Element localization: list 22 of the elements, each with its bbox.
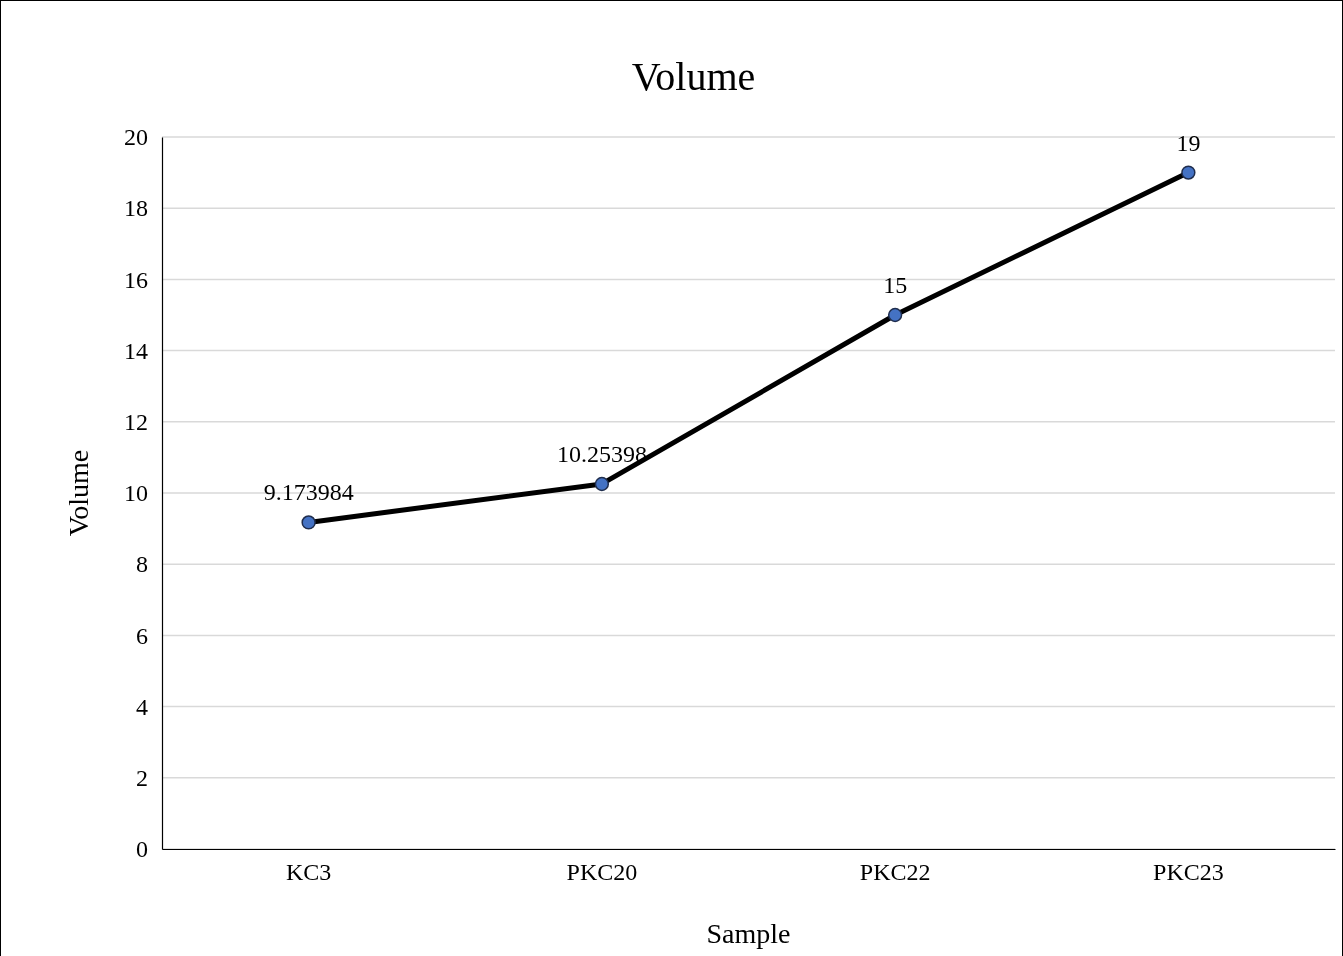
y-tick-label: 16 bbox=[124, 266, 148, 293]
y-tick-label: 14 bbox=[124, 337, 148, 364]
chart-title: Volume bbox=[631, 54, 756, 99]
x-tick-label: KC3 bbox=[285, 859, 332, 886]
data-label: 9.173984 bbox=[263, 479, 354, 506]
y-tick-label: 4 bbox=[136, 693, 148, 720]
y-tick-label: 10 bbox=[124, 480, 148, 507]
y-tick-label: 8 bbox=[136, 551, 148, 578]
y-tick-label: 18 bbox=[124, 195, 148, 222]
x-tick-label: PKC20 bbox=[566, 859, 638, 886]
x-axis-title: Sample bbox=[706, 918, 791, 949]
y-tick-label: 6 bbox=[136, 622, 148, 649]
x-tick-label: PKC23 bbox=[1153, 859, 1224, 886]
y-tick-label: 20 bbox=[124, 124, 148, 151]
y-tick-label: 2 bbox=[136, 764, 148, 791]
x-tick-label: PKC22 bbox=[859, 859, 931, 886]
data-label: 19 bbox=[1176, 129, 1201, 156]
y-axis-title: Volume bbox=[63, 449, 94, 537]
y-tick-label: 12 bbox=[124, 408, 148, 435]
data-label: 15 bbox=[883, 272, 908, 298]
data-label: 10.25398 bbox=[556, 440, 647, 467]
y-tick-label: 0 bbox=[136, 836, 148, 863]
